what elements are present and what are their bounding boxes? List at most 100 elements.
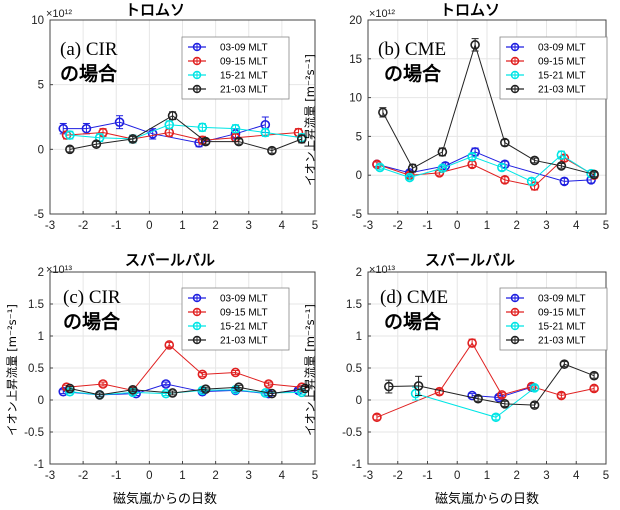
legend-marker	[510, 42, 520, 52]
data-point	[437, 163, 448, 174]
x-tick-label: -1	[422, 470, 432, 482]
x-tick-label: 1	[484, 470, 490, 482]
legend-label: 15-21 MLT	[538, 71, 586, 82]
data-point	[91, 139, 102, 149]
data-point	[500, 137, 510, 148]
panel-d-svalbard-cme: -3 -2 -1 0 1 2 3 4 5 -1 -0.5 0 0.5 1 1.5 2 03-09 MLT 09-1…	[342, 251, 609, 482]
x-tick-label: -2	[393, 470, 403, 482]
legend-marker	[192, 321, 202, 331]
data-point	[234, 382, 244, 393]
series-line	[69, 386, 306, 396]
data-point	[491, 412, 501, 423]
data-point	[500, 399, 510, 409]
data-point	[529, 400, 540, 410]
y-tick-label: 10	[349, 93, 362, 105]
data-point	[167, 110, 178, 121]
x-axis-label-c: 磁気嵐からの日数	[113, 491, 217, 507]
x-tick-label: 2	[514, 470, 520, 482]
x-tick-label: 3	[543, 220, 549, 232]
data-point	[589, 370, 599, 381]
y-tick-label: 1	[356, 331, 362, 343]
x-axis-label-d: 磁気嵐からの日数	[435, 491, 539, 507]
y-tick-label: 2	[356, 267, 362, 279]
y-tick-label: 1.5	[346, 299, 362, 311]
legend-label: 09-15 MLT	[220, 308, 268, 319]
data-point	[128, 134, 138, 144]
data-point	[65, 130, 75, 140]
legend-label: 03-09 MLT	[538, 294, 586, 305]
series-15-21-mlt	[410, 383, 540, 423]
data-point	[556, 161, 567, 171]
panel-sublabel: の場合	[63, 310, 121, 333]
legend-marker	[510, 307, 520, 317]
legend-label: 03-09 MLT	[538, 43, 586, 54]
legend-marker	[192, 56, 202, 66]
data-point	[556, 390, 567, 401]
y-tick-label: 0	[38, 395, 44, 407]
data-point	[263, 379, 274, 389]
legend: 03-09 MLT 09-15 MLT 15-21 MLT 21-03 MLT	[181, 36, 290, 100]
data-point	[161, 379, 171, 389]
legend-marker	[192, 84, 202, 94]
series-21-03-mlt	[378, 38, 599, 180]
data-point	[164, 119, 175, 130]
data-point	[529, 155, 540, 166]
panel-b-tromso-cme: -3 -2 -1 0 1 2 3 4 5 -5 0 5 10 15 20 03-09 MLT 09-15 MLT…	[349, 1, 609, 232]
data-point	[197, 369, 208, 380]
y-tick-label: -1	[352, 459, 362, 471]
y-tick-label: 0	[356, 170, 362, 182]
legend-label: 21-03 MLT	[538, 85, 586, 96]
y-tick-label: 1	[38, 331, 44, 343]
series-line	[379, 154, 592, 183]
y-tick-label: 5	[356, 131, 362, 143]
data-point	[65, 383, 75, 394]
y-tick-label: 15	[349, 54, 362, 66]
data-point	[200, 136, 211, 147]
legend-label: 21-03 MLT	[538, 336, 586, 347]
y-tick-label: 5	[38, 80, 44, 92]
series-09-15-mlt	[372, 338, 599, 423]
x-tick-label: 4	[279, 220, 286, 232]
y-tick-label: 0.5	[28, 363, 44, 375]
data-point	[267, 388, 277, 399]
data-point	[234, 136, 244, 147]
y-tick-label: 0	[356, 395, 362, 407]
x-tick-label: -3	[45, 470, 55, 482]
x-tick-label: 3	[246, 470, 252, 482]
legend-label: 15-21 MLT	[538, 322, 586, 333]
y-exponent: ×10¹³	[369, 264, 395, 276]
data-point	[98, 379, 108, 389]
x-tick-label: 4	[573, 220, 580, 232]
data-point	[589, 383, 599, 394]
x-tick-label: 4	[279, 470, 286, 482]
series-21-03-mlt	[384, 359, 599, 410]
x-tick-label: 1	[179, 470, 185, 482]
legend-marker	[510, 321, 520, 331]
legend: 03-09 MLT 09-15 MLT 15-21 MLT 21-03 MLT	[499, 287, 608, 351]
data-point	[260, 127, 271, 138]
x-tick-label: -2	[78, 220, 88, 232]
panel-sublabel: の場合	[384, 62, 442, 85]
x-tick-label: -2	[78, 470, 88, 482]
x-tick-label: 2	[212, 470, 218, 482]
x-tick-label: -2	[393, 220, 403, 232]
panel-label: (c) CIR	[63, 287, 121, 308]
panel-title: トロムソ	[440, 1, 500, 19]
y-tick-label: 20	[349, 15, 362, 27]
legend-label: 09-15 MLT	[538, 308, 586, 319]
x-tick-label: -3	[45, 220, 55, 232]
y-axis-label-c: イオン上昇流量 [m⁻²s⁻¹]	[5, 304, 19, 436]
legend-label: 03-09 MLT	[220, 43, 268, 54]
y-tick-label: -0.5	[342, 427, 362, 439]
data-point	[407, 163, 418, 174]
legend-label: 15-21 MLT	[220, 71, 268, 82]
legend-label: 09-15 MLT	[538, 57, 586, 68]
x-tick-label: 0	[146, 470, 152, 482]
x-tick-label: 1	[179, 220, 185, 232]
data-point	[467, 338, 477, 348]
panel-label: (b) CME	[378, 39, 446, 60]
legend-marker	[510, 70, 520, 80]
legend-label: 03-09 MLT	[220, 294, 268, 305]
y-exponent: ×10¹²	[369, 8, 395, 20]
x-tick-label: -3	[363, 220, 373, 232]
